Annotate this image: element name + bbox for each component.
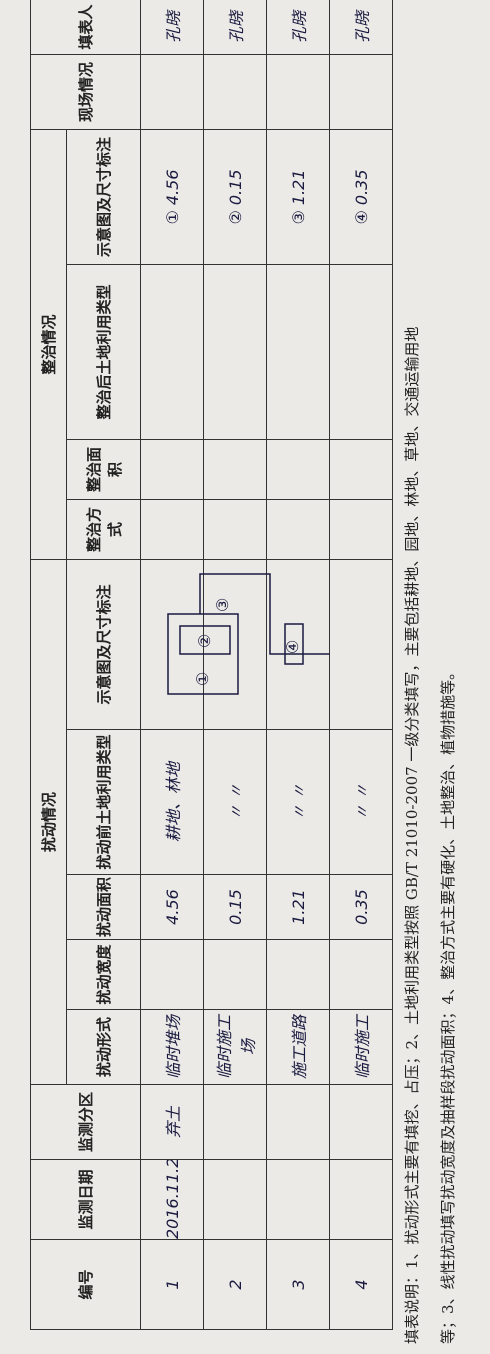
sketch-label: ④ (283, 640, 302, 654)
note-line: 填表说明：1、扰动形式主要有填挖、占压；2、土地利用类型按照 GB/T 2101… (403, 326, 421, 1344)
sketch-label: ② (195, 634, 214, 648)
notes: 填表说明：1、扰动形式主要有填挖、占压；2、土地利用类型按照 GB/T 2101… (394, 327, 466, 1344)
sketch-label: ③ (213, 598, 232, 612)
note-line: 等；3、线性扰动填写扰动宽度及抽样段扰动面积；4、整治方式主要有硬化、土地整治、… (439, 664, 457, 1344)
sketch-label: ① (193, 672, 212, 686)
